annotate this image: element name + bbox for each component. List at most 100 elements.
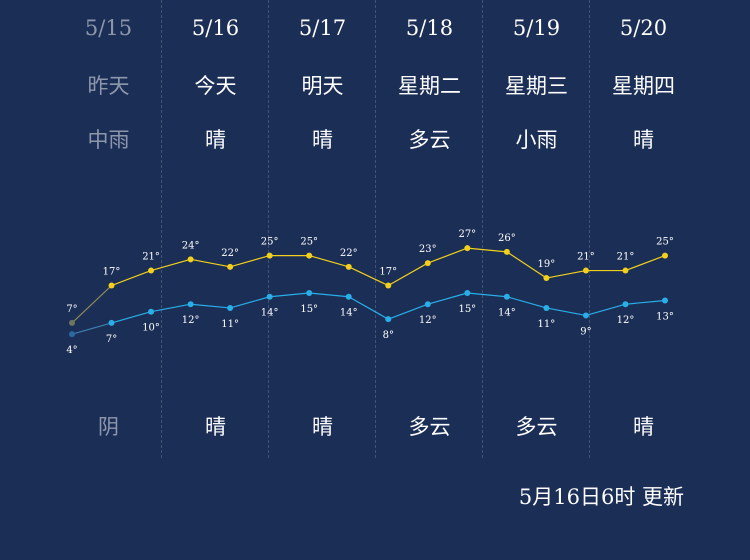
high-temp-point xyxy=(385,282,392,289)
day-column-5-16: 5/16 今天晴晴 xyxy=(161,0,269,458)
high-temp-point xyxy=(464,245,471,252)
day-name: 星期二 xyxy=(398,74,461,98)
high-line-segment xyxy=(546,269,587,279)
day-name: 星期四 xyxy=(612,74,675,98)
high-temp-point xyxy=(306,252,313,259)
low-temp-label: 12° xyxy=(617,315,635,326)
high-line-segment xyxy=(71,285,112,324)
high-temp-label: 23° xyxy=(419,244,437,255)
day-column-5-15: 5/15 昨天 中雨阴 xyxy=(55,0,162,458)
night-weather: 多云 xyxy=(515,415,558,439)
high-temp-point xyxy=(108,282,115,289)
day-date: 5/20 xyxy=(619,16,668,40)
day-date: 5/17 xyxy=(298,16,347,40)
high-line-segment xyxy=(150,258,191,272)
day-weather: 晴 xyxy=(205,128,226,152)
high-temp-point xyxy=(424,260,431,267)
low-temp-label: 10° xyxy=(142,323,160,334)
high-temp-point xyxy=(543,275,550,282)
day-column-5-18: 5/18 星期二 多云 多云 xyxy=(375,0,483,458)
high-temp-label: 22° xyxy=(340,248,358,259)
day-name: 明天 xyxy=(301,74,344,98)
low-temp-point xyxy=(266,293,273,300)
low-temp-point xyxy=(543,304,550,311)
day-weather: 多云 xyxy=(408,128,451,152)
low-temp-label: 12° xyxy=(182,315,200,326)
day-name: 昨天 xyxy=(87,74,130,98)
high-line-segment xyxy=(506,251,547,279)
low-temp-point xyxy=(306,290,313,296)
low-temp-point xyxy=(464,290,471,296)
night-weather: 多云 xyxy=(408,415,451,439)
low-temp-point xyxy=(662,297,668,304)
day-name: 今天 xyxy=(194,74,237,98)
high-temp-label: 21° xyxy=(617,252,635,263)
low-temp-label: 12° xyxy=(419,315,437,326)
high-temp-point xyxy=(345,263,352,270)
low-temp-label: 13° xyxy=(656,311,674,322)
night-weather: 晴 xyxy=(205,415,226,439)
high-temp-point xyxy=(148,267,155,274)
high-temp-label: 24° xyxy=(182,240,200,251)
low-line-segment xyxy=(388,303,429,320)
low-temp-point xyxy=(148,308,155,315)
low-temp-label: 8° xyxy=(383,330,394,341)
low-line-segment xyxy=(111,311,152,324)
low-temp-label: 15° xyxy=(458,304,476,315)
day-date: 5/15 xyxy=(84,16,133,40)
low-temp-point xyxy=(69,331,75,338)
low-temp-point xyxy=(582,312,589,319)
high-temp-label: 7° xyxy=(66,304,77,315)
low-line-segment xyxy=(309,292,349,298)
day-date: 5/19 xyxy=(512,16,561,40)
low-line-segment xyxy=(506,296,547,309)
low-temp-point xyxy=(622,301,629,308)
low-temp-point xyxy=(108,319,115,326)
high-line-segment xyxy=(427,247,468,264)
high-temp-label: 17° xyxy=(103,267,121,278)
high-temp-point xyxy=(662,252,668,259)
day-column-5-19: 5/19 星期三小雨多云 xyxy=(482,0,590,458)
high-temp-label: 17° xyxy=(379,267,397,278)
high-temp-point xyxy=(227,263,234,270)
low-line-segment xyxy=(348,296,389,320)
low-temp-label: 7° xyxy=(106,334,117,345)
night-weather: 阴 xyxy=(98,415,119,439)
high-temp-label: 21° xyxy=(577,252,595,263)
low-temp-point xyxy=(187,301,194,308)
low-temp-label: 4° xyxy=(66,345,77,356)
high-temp-label: 26° xyxy=(498,233,516,244)
low-line-segment xyxy=(229,296,270,309)
low-temp-label: 14° xyxy=(340,308,358,319)
low-temp-point xyxy=(385,316,392,323)
high-temp-point xyxy=(582,267,589,274)
day-column-5-17: 5/17 明天晴晴 xyxy=(268,0,376,458)
high-line-segment xyxy=(625,255,666,272)
low-line-segment xyxy=(269,292,310,298)
low-line-segment xyxy=(585,303,626,317)
low-temp-label: 11° xyxy=(221,319,239,330)
low-line-segment xyxy=(546,307,587,317)
day-weather: 小雨 xyxy=(515,128,558,152)
day-date: 5/18 xyxy=(405,16,454,40)
high-temp-label: 21° xyxy=(142,252,160,263)
high-temp-point xyxy=(69,319,75,326)
day-name: 星期三 xyxy=(505,74,568,98)
day-weather: 晴 xyxy=(312,128,333,152)
night-weather: 晴 xyxy=(633,415,654,439)
low-temp-label: 15° xyxy=(300,304,318,315)
high-temp-label: 19° xyxy=(538,259,556,270)
low-temp-label: 14° xyxy=(261,308,279,319)
low-temp-point xyxy=(424,301,431,308)
high-temp-label: 27° xyxy=(458,229,476,240)
low-temp-label: 14° xyxy=(498,308,516,319)
low-line-segment xyxy=(467,292,507,298)
night-weather: 晴 xyxy=(312,415,333,439)
high-line-segment xyxy=(348,266,389,287)
update-time: 5月16日6时 更新 xyxy=(518,485,684,509)
high-temp-point xyxy=(622,267,629,274)
high-line-segment xyxy=(229,255,270,268)
high-line-segment xyxy=(190,258,231,268)
high-temp-label: 25° xyxy=(300,237,318,248)
